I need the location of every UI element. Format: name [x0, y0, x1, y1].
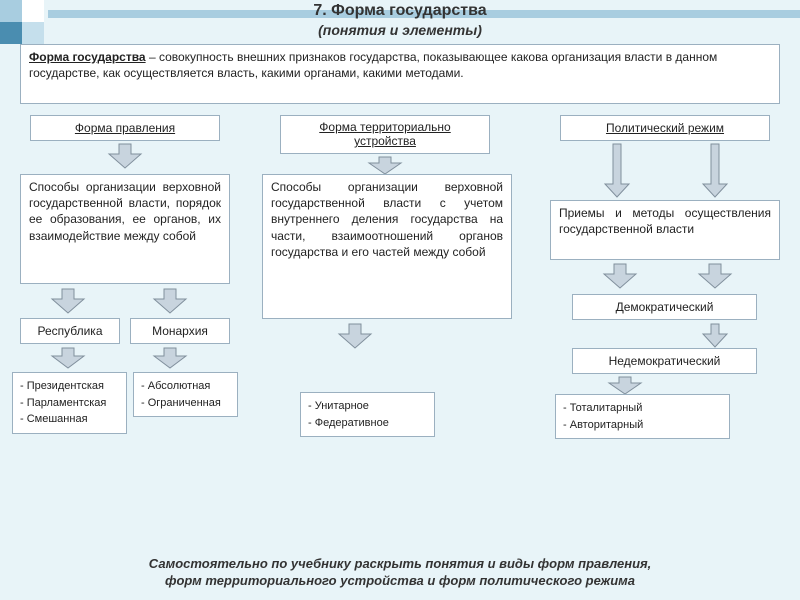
arrow-down-icon [150, 346, 190, 371]
col2-head: Форма территориально устройства [280, 115, 490, 154]
list-item: Тоталитарный [563, 400, 722, 417]
arrow-down-icon [600, 262, 640, 292]
footer-line2: форм территориального устройства и форм … [165, 573, 635, 588]
list-item: Ограниченная [141, 395, 230, 412]
arrow-down-icon [695, 262, 735, 292]
arrow-down-icon [150, 287, 190, 317]
footer-note: Самостоятельно по учебнику раскрыть поня… [0, 556, 800, 590]
col1-sublist-monarchy: Абсолютная Ограниченная [133, 372, 238, 417]
col1-type-monarchy: Монархия [130, 318, 230, 344]
list-item: Парламентская [20, 395, 119, 412]
col3-type-nondemocratic: Недемократический [572, 348, 757, 374]
col2-desc: Способы организации верховной государств… [262, 174, 512, 319]
col1-head-label: Форма правления [75, 121, 175, 135]
list-item: Смешанная [20, 411, 119, 428]
arrow-down-icon [48, 287, 88, 317]
list-item: Авторитарный [563, 417, 722, 434]
col3-head-label: Политический режим [606, 121, 724, 135]
arrow-down-icon [48, 346, 88, 371]
arrow-down-long-icon [602, 142, 632, 200]
list-item: Абсолютная [141, 378, 230, 395]
list-item: Унитарное [308, 398, 427, 415]
col1-type-republic: Республика [20, 318, 120, 344]
arrow-down-icon [335, 322, 375, 352]
col2-sublist: Унитарное Федеративное [300, 392, 435, 437]
definition-term: Форма государства [29, 50, 146, 64]
col1-desc: Способы организации верховной государств… [20, 174, 230, 284]
col1-head: Форма правления [30, 115, 220, 141]
list-item: Президентская [20, 378, 119, 395]
arrow-down-icon [605, 376, 645, 396]
arrow-down-long-icon [700, 142, 730, 200]
page-subtitle: (понятия и элементы) [0, 22, 800, 38]
footer-line1: Самостоятельно по учебнику раскрыть поня… [149, 556, 652, 571]
list-item: Федеративное [308, 415, 427, 432]
col2-head-label: Форма территориально устройства [319, 120, 450, 148]
definition-box: Форма государства – совокупность внешних… [20, 44, 780, 104]
page-title: 7. Форма государства [0, 0, 800, 20]
col3-desc: Приемы и методы осуще­ствления государст… [550, 200, 780, 260]
col3-sublist: Тоталитарный Авторитарный [555, 394, 730, 439]
col1-sublist-republic: Президентская Парламентская Смешанная [12, 372, 127, 434]
col3-type-democratic: Демократический [572, 294, 757, 320]
col3-head: Политический режим [560, 115, 770, 141]
arrow-down-icon [105, 142, 145, 172]
arrow-down-icon [700, 322, 730, 350]
